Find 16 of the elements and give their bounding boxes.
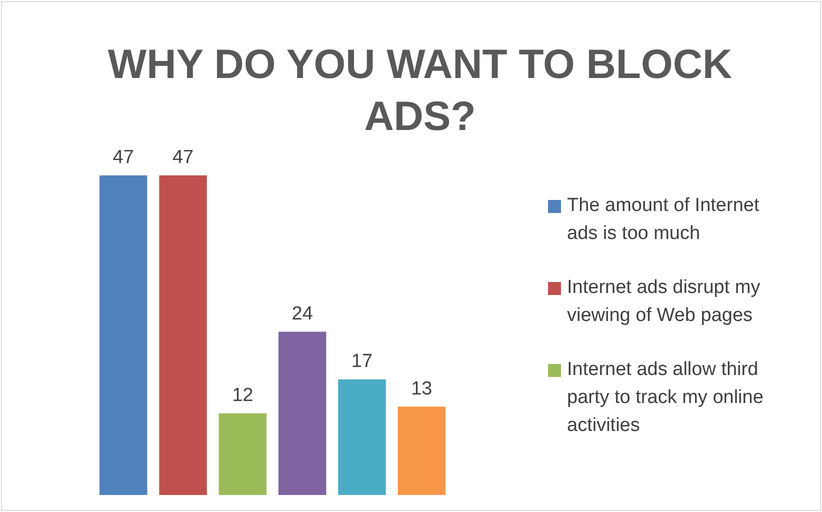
data-label: 13 xyxy=(411,378,432,400)
chart-title: WHY DO YOU WANT TO BLOCK ADS? xyxy=(106,40,734,141)
data-label: 47 xyxy=(112,147,134,168)
legend-label: Internet ads disrupt my viewing of Web pages xyxy=(567,276,762,328)
bar xyxy=(338,379,386,495)
bar xyxy=(159,175,207,495)
bar xyxy=(278,332,326,495)
legend-label: The amount of Internet ads is too much xyxy=(567,194,760,246)
bar xyxy=(100,175,148,495)
data-label: 12 xyxy=(232,385,254,406)
data-label: 17 xyxy=(351,351,373,372)
data-label: 24 xyxy=(292,304,314,325)
bar xyxy=(218,413,267,495)
bar xyxy=(398,406,446,495)
legend-label: Internet ads allow third party to track my online activities xyxy=(567,358,764,438)
data-label: 47 xyxy=(172,147,194,168)
